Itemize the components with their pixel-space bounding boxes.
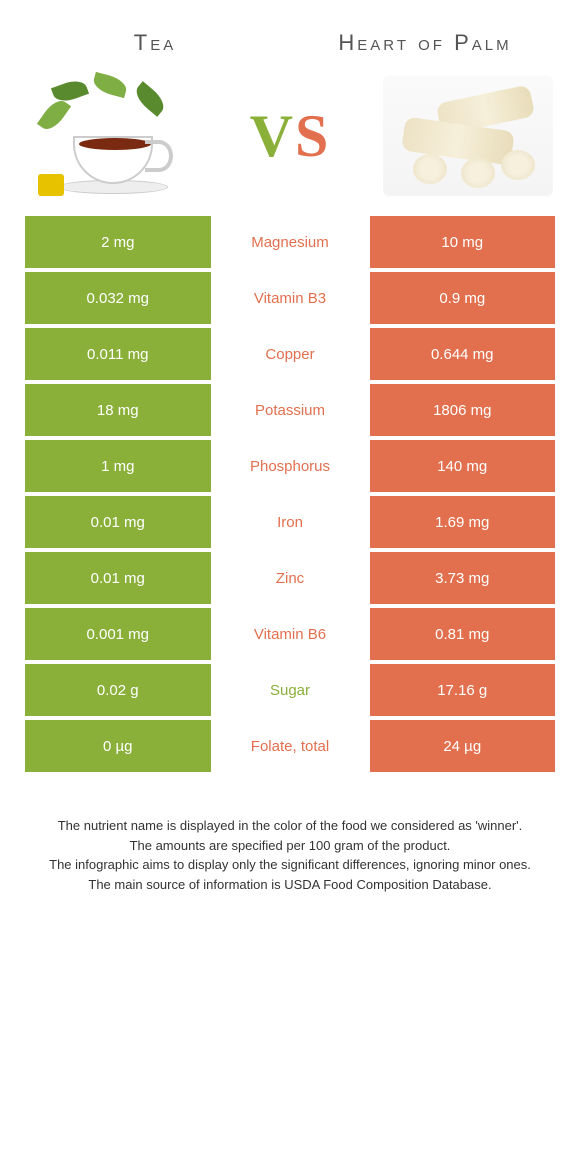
tea-illustration [33,76,193,196]
right-value: 17.16 g [370,664,556,716]
nutrient-label: Iron [211,496,370,548]
left-value: 2 mg [25,216,211,268]
right-food-title: Heart of Palm [317,30,533,56]
left-value: 18 mg [25,384,211,436]
vs-v: V [250,103,295,169]
footer-notes: The nutrient name is displayed in the co… [0,776,580,894]
nutrient-label: Copper [211,328,370,380]
header: Tea Heart of Palm [0,0,580,66]
vs-s: S [295,103,330,169]
nutrient-label: Sugar [211,664,370,716]
nutrient-row: 2 mgMagnesium10 mg [25,216,555,268]
nutrient-row: 0.01 mgIron1.69 mg [25,496,555,548]
nutrient-label: Potassium [211,384,370,436]
nutrient-label: Vitamin B3 [211,272,370,324]
nutrient-label: Zinc [211,552,370,604]
palm-illustration [383,76,553,196]
right-value: 1806 mg [370,384,556,436]
left-value: 0.011 mg [25,328,211,380]
right-value: 3.73 mg [370,552,556,604]
right-value: 1.69 mg [370,496,556,548]
left-food-title: Tea [47,30,263,56]
nutrient-table: 2 mgMagnesium10 mg0.032 mgVitamin B30.9 … [0,216,580,772]
right-value: 24 µg [370,720,556,772]
nutrient-row: 1 mgPhosphorus140 mg [25,440,555,492]
nutrient-row: 0.011 mgCopper0.644 mg [25,328,555,380]
footer-line-3: The infographic aims to display only the… [30,855,550,875]
right-value: 0.81 mg [370,608,556,660]
nutrient-row: 0.02 gSugar17.16 g [25,664,555,716]
right-food-image [380,71,555,201]
left-value: 0.001 mg [25,608,211,660]
images-row: VS [0,66,580,216]
nutrient-label: Phosphorus [211,440,370,492]
nutrient-row: 0.001 mgVitamin B60.81 mg [25,608,555,660]
left-value: 0 µg [25,720,211,772]
vs-label: VS [250,102,331,171]
nutrient-row: 18 mgPotassium1806 mg [25,384,555,436]
left-food-image [25,71,200,201]
nutrient-row: 0 µgFolate, total24 µg [25,720,555,772]
nutrient-row: 0.032 mgVitamin B30.9 mg [25,272,555,324]
left-value: 0.02 g [25,664,211,716]
right-value: 10 mg [370,216,556,268]
nutrient-row: 0.01 mgZinc3.73 mg [25,552,555,604]
nutrient-label: Folate, total [211,720,370,772]
footer-line-2: The amounts are specified per 100 gram o… [30,836,550,856]
footer-line-4: The main source of information is USDA F… [30,875,550,895]
infographic: Tea Heart of Palm VS 2 mgMagnesium10 mg0… [0,0,580,894]
left-value: 0.01 mg [25,496,211,548]
left-value: 0.01 mg [25,552,211,604]
left-value: 0.032 mg [25,272,211,324]
nutrient-label: Magnesium [211,216,370,268]
right-value: 0.9 mg [370,272,556,324]
left-value: 1 mg [25,440,211,492]
right-value: 0.644 mg [370,328,556,380]
nutrient-label: Vitamin B6 [211,608,370,660]
right-value: 140 mg [370,440,556,492]
footer-line-1: The nutrient name is displayed in the co… [30,816,550,836]
